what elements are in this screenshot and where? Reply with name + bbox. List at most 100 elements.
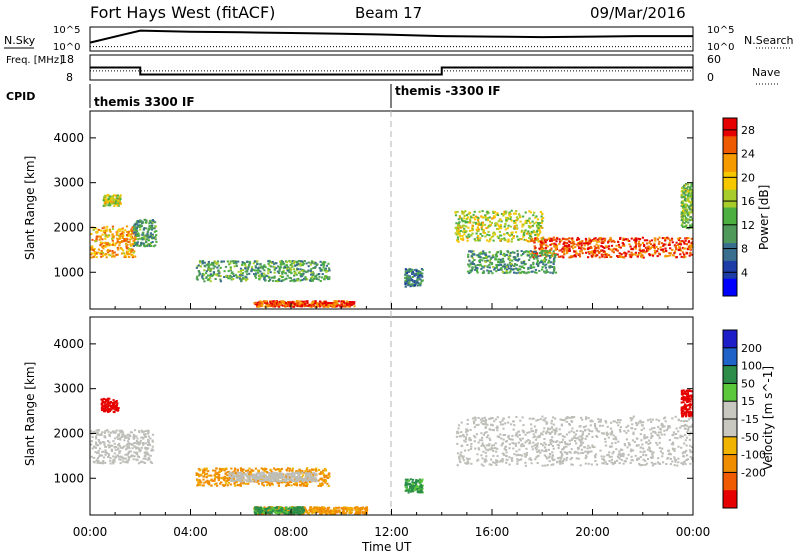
velocity-cell [91, 447, 94, 450]
power-cell [243, 262, 247, 265]
power-cell [503, 271, 506, 274]
power-cell [154, 225, 157, 228]
power-cell [260, 265, 263, 268]
power-cell [123, 240, 126, 242]
power-cell [482, 271, 486, 274]
power-cell [264, 301, 267, 304]
power-cell [132, 251, 135, 254]
power-cell [553, 242, 556, 245]
power-cell [570, 241, 573, 244]
power-cell [347, 302, 350, 305]
velocity-cell [292, 510, 295, 513]
velocity-cell [334, 512, 337, 515]
power-cell [506, 217, 509, 219]
power-cell [528, 210, 531, 213]
power-cell [129, 230, 132, 233]
velocity-cell [319, 477, 322, 480]
power-cell [544, 240, 547, 243]
power-cell [505, 254, 508, 257]
velocity-cell [101, 399, 104, 401]
power-cell [216, 274, 219, 277]
power-cell [532, 261, 535, 264]
velocity-cell [236, 477, 239, 480]
power-cell [420, 280, 423, 283]
power-cell [576, 236, 579, 239]
power-cell [456, 228, 459, 231]
power-cell [507, 224, 510, 227]
power-cell [289, 280, 292, 282]
power-cell [550, 239, 553, 242]
power-cell [350, 304, 353, 307]
velocity-cell [304, 477, 307, 480]
velocity-cell [305, 477, 309, 480]
power-cell [292, 305, 296, 308]
velocity-cell [207, 483, 211, 486]
velocity-cell [271, 506, 274, 509]
power-cell [297, 268, 300, 271]
power-cell [454, 214, 458, 217]
power-cell [482, 252, 485, 255]
power-cell [232, 272, 235, 275]
power-cell [535, 263, 538, 266]
power-cell [315, 276, 318, 279]
velocity-cell [342, 508, 345, 511]
velocity-cell [150, 462, 154, 465]
power-cell [91, 245, 94, 248]
velocity-cell [98, 455, 101, 458]
velocity-cell [273, 480, 276, 483]
power-cell [532, 214, 535, 217]
power-cell [307, 304, 310, 307]
noise-ylabel-left: N.Sky [4, 34, 36, 47]
power-cell [319, 268, 322, 271]
velocity-cell [250, 471, 253, 474]
power-cell [202, 274, 205, 276]
velocity-cell [119, 431, 122, 434]
power-cell [504, 212, 507, 215]
power-cell [538, 229, 541, 232]
power-cell [689, 196, 692, 199]
power-cell [254, 275, 257, 278]
power-cell [607, 245, 611, 248]
power-cell [466, 221, 469, 224]
power-cell [214, 278, 217, 280]
power-cell [250, 266, 254, 269]
power-cell [342, 305, 345, 308]
power-cell [580, 246, 583, 249]
power-cell [523, 238, 526, 241]
power-cell [411, 275, 414, 278]
power-cell [486, 259, 489, 262]
power-cell [258, 278, 261, 281]
velocity-cell [287, 507, 291, 510]
power-cell [596, 238, 599, 241]
power-cell [114, 199, 117, 202]
power-cell [626, 239, 629, 242]
power-cell [646, 239, 649, 242]
velocity-cell [237, 484, 240, 487]
velocity-cell [288, 506, 291, 509]
velocity-cell [261, 481, 264, 484]
power-cell [689, 253, 692, 256]
velocity-cell [270, 476, 273, 479]
power-cell [680, 224, 683, 227]
velocity-cell [277, 473, 280, 476]
power-cell [97, 235, 100, 238]
power-cell [573, 243, 576, 246]
power-cell [216, 266, 219, 269]
power-cell [511, 231, 514, 234]
power-cell [116, 229, 119, 232]
power-cell [542, 243, 545, 246]
power-colorbar-cell [723, 278, 737, 297]
velocity-cell [211, 479, 214, 482]
velocity-cell [318, 508, 321, 511]
velocity-cell [230, 467, 233, 470]
power-cell [151, 241, 154, 243]
power-cell [319, 300, 322, 303]
power-cell [570, 245, 573, 248]
power-cell [492, 254, 495, 257]
velocity-cell [114, 400, 117, 403]
velocity-cell [196, 483, 200, 486]
velocity-cell [266, 512, 269, 514]
power-cell [580, 244, 583, 247]
velocity-cell [269, 509, 272, 512]
power-cell [299, 260, 302, 263]
